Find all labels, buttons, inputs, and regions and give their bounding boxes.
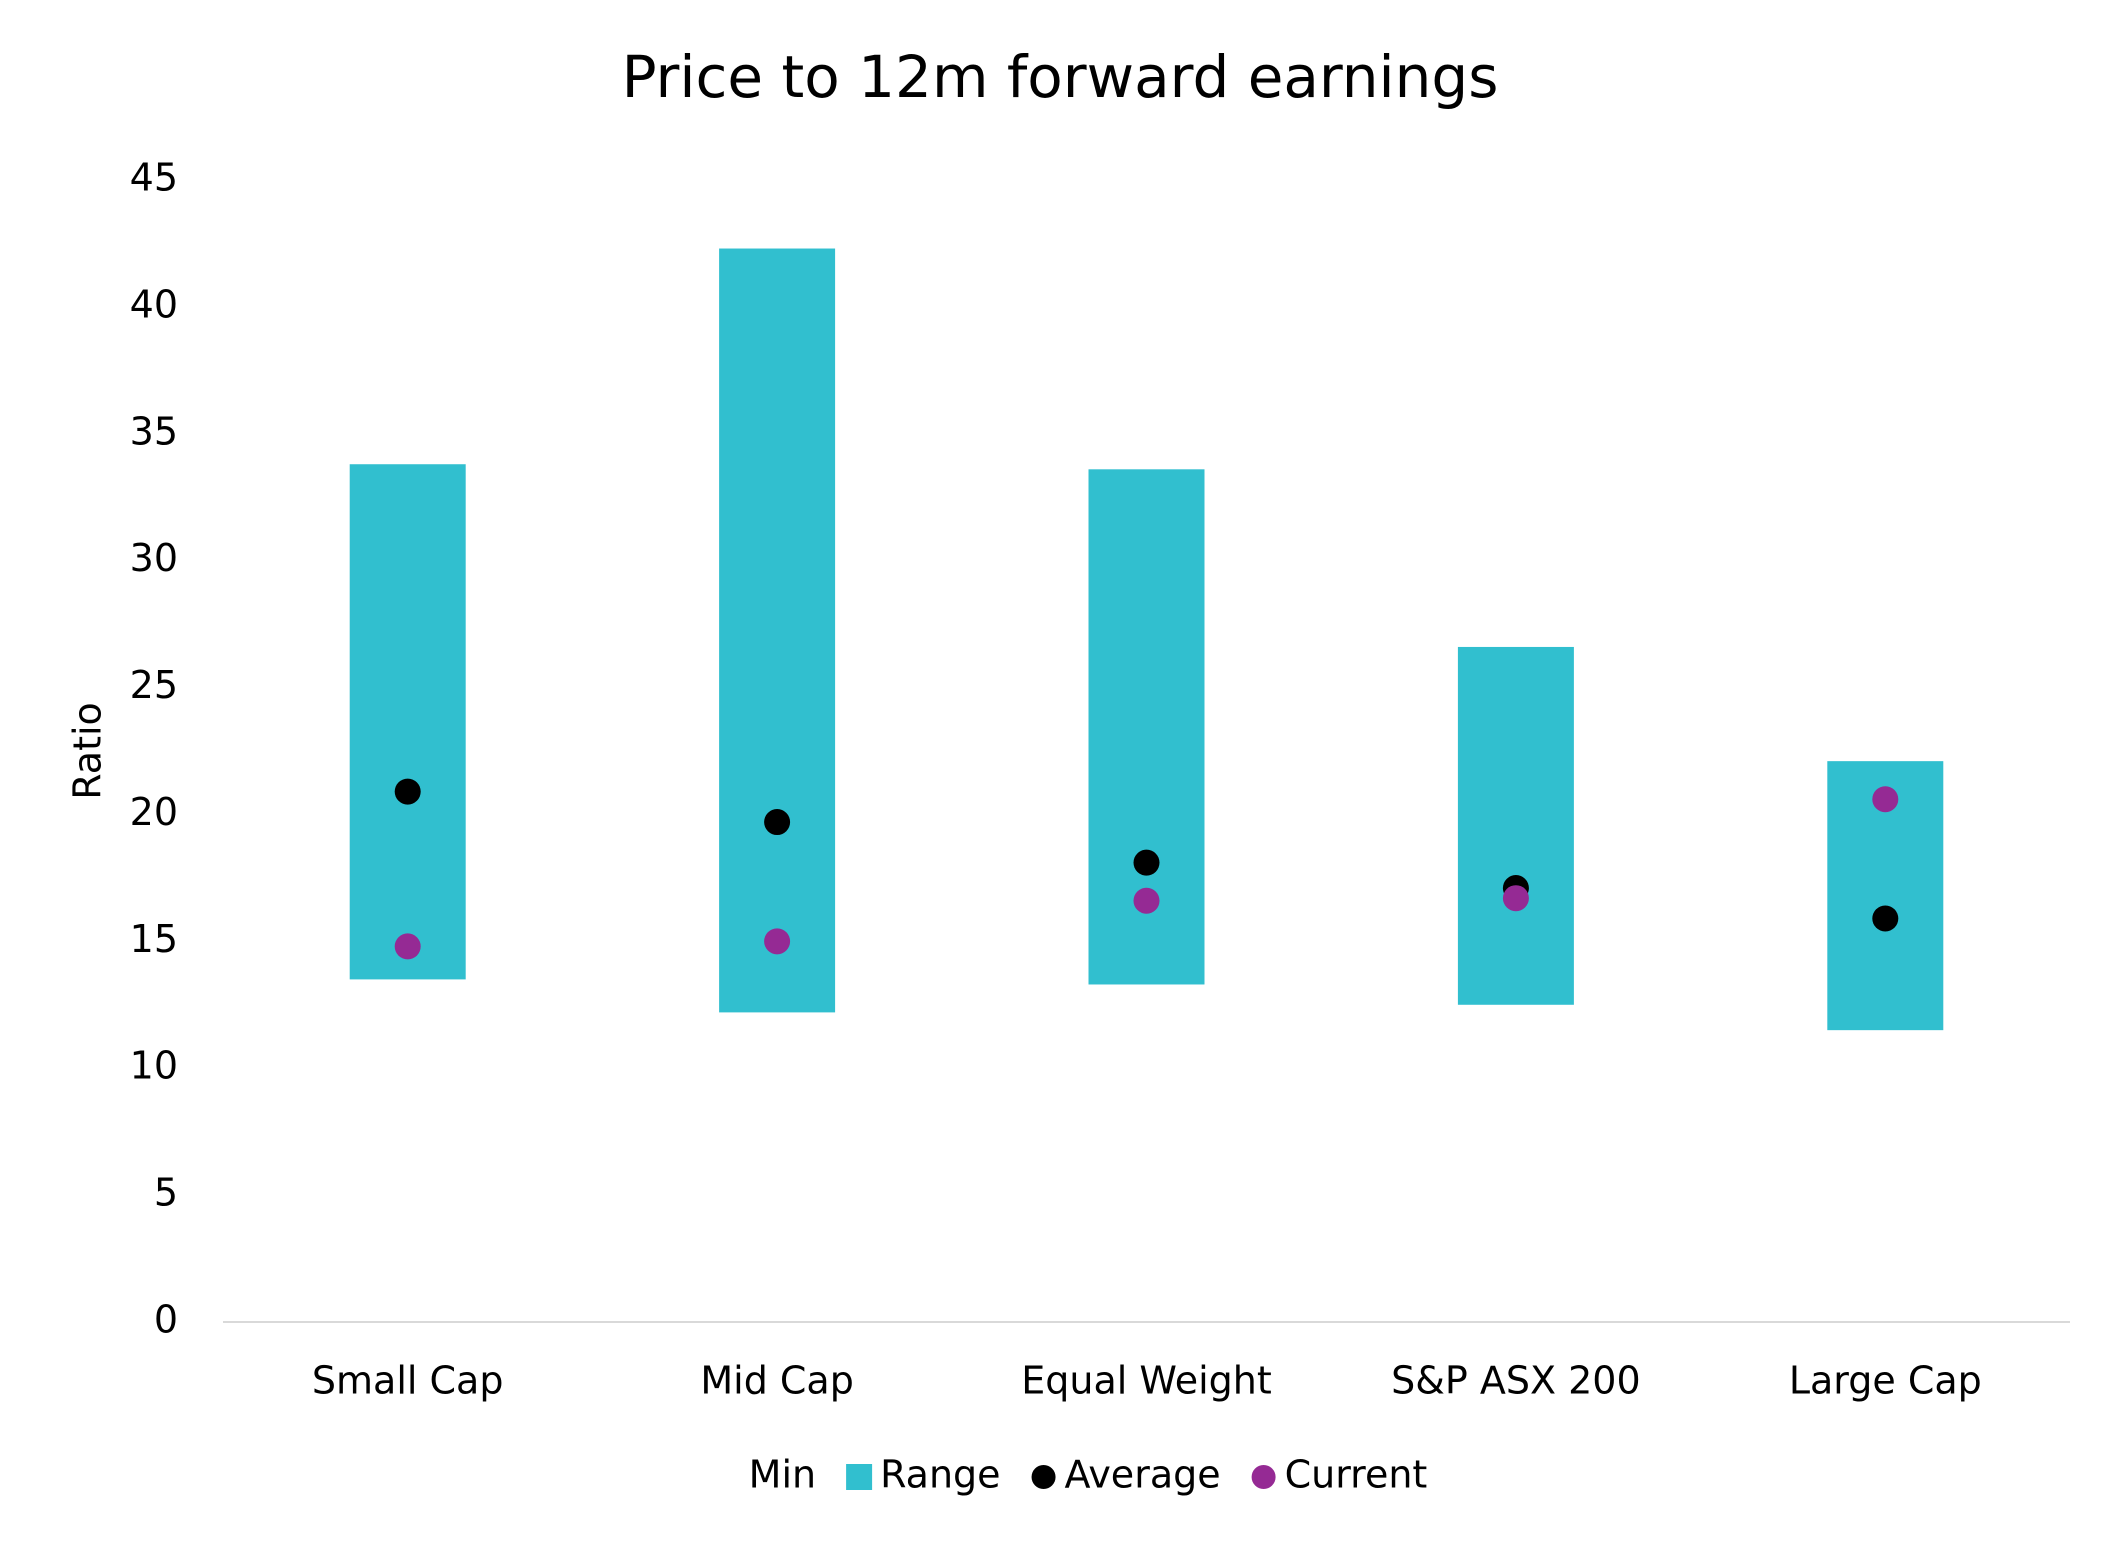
y-tick-label: 10	[130, 1044, 178, 1088]
bar	[349, 464, 466, 980]
x-tick-label: Small Cap	[312, 1359, 504, 1403]
y-tick-label: 20	[130, 790, 178, 834]
dot	[1133, 887, 1160, 914]
dot	[1872, 786, 1899, 813]
legend-label: Min	[749, 1453, 816, 1497]
y-tick-label: 30	[130, 536, 178, 580]
dot	[394, 778, 421, 805]
legend: Min Range Average Current	[749, 1453, 1428, 1497]
legend-marker	[1031, 1465, 1056, 1489]
x-tick-label: S&P ASX 200	[1391, 1359, 1641, 1403]
x-tick-label: Mid Cap	[700, 1359, 853, 1403]
dot	[1502, 885, 1529, 912]
y-tick-label: 0	[154, 1298, 178, 1342]
bar	[1457, 646, 1574, 1005]
y-axis-label: Ratio	[66, 702, 110, 800]
y-tick-label: 15	[130, 917, 178, 961]
y-tick-label: 25	[130, 663, 178, 707]
legend-marker	[1251, 1465, 1276, 1489]
legend-marker	[846, 1464, 873, 1490]
dot	[1133, 849, 1160, 876]
legend-label: Range	[880, 1453, 1000, 1497]
y-tick-label: 35	[130, 409, 178, 453]
y-tick-label: 5	[154, 1171, 178, 1215]
y-tick-label: 45	[130, 156, 178, 200]
dot	[764, 928, 791, 955]
x-tick-label: Equal Weight	[1021, 1359, 1272, 1403]
dot	[1872, 905, 1899, 932]
legend-label: Current	[1285, 1453, 1428, 1497]
x-tick-label: Large Cap	[1789, 1359, 1982, 1403]
y-tick-label: 40	[130, 282, 178, 326]
dot	[764, 809, 791, 836]
chart-title: Price to 12m forward earnings	[622, 43, 1499, 111]
legend-label: Average	[1065, 1453, 1221, 1497]
bar	[719, 248, 836, 1013]
dot	[394, 933, 421, 960]
